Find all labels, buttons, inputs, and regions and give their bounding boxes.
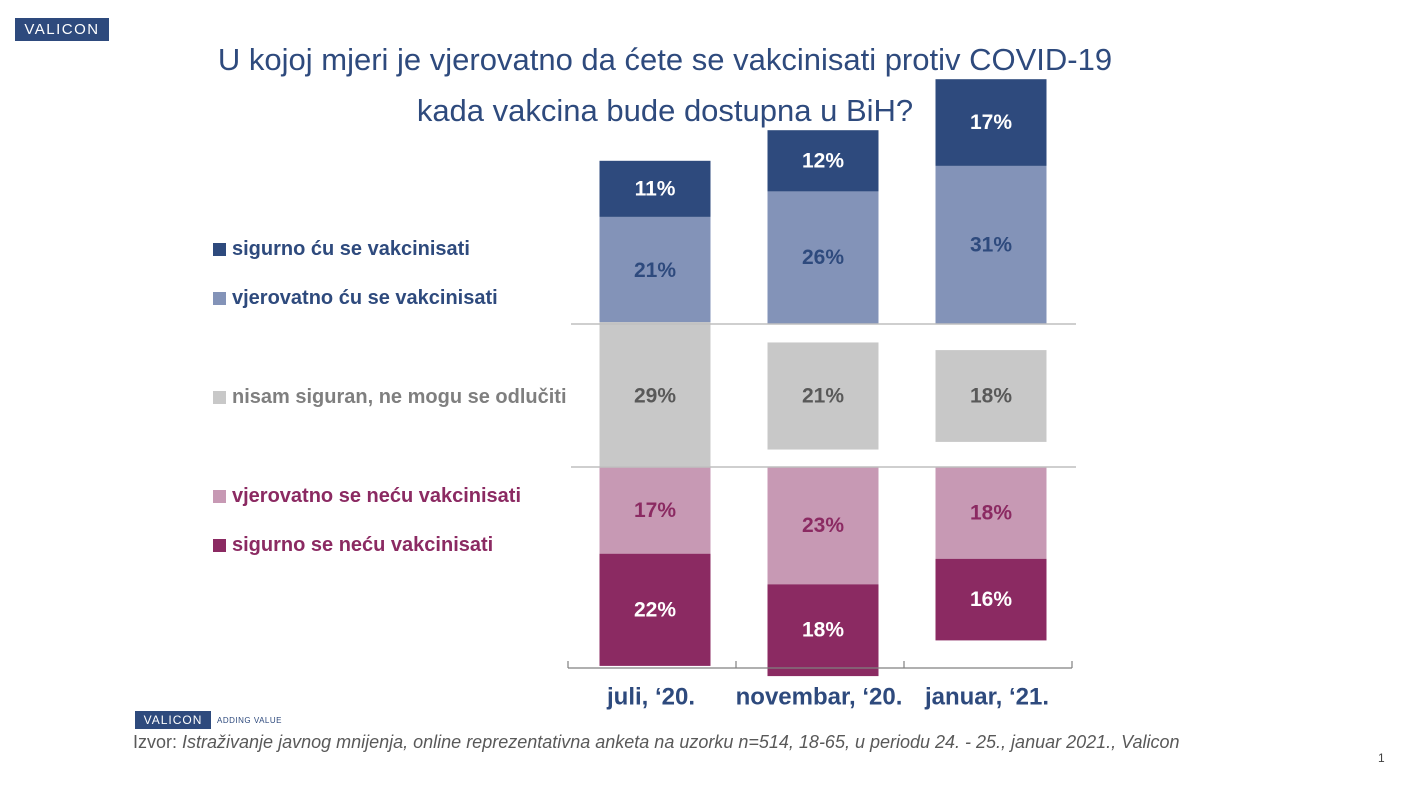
bar-sigurno-cu-0 [599, 160, 711, 217]
legend-item-nisam-siguran: nisam siguran, ne mogu se odlučiti [213, 386, 567, 409]
source-note: Izvor: Istraživanje javnog mnijenja, onl… [133, 732, 1180, 753]
data-label-vjerovatno-cu-1: 26% [802, 246, 844, 269]
title-line-1: U kojoj mjeri je vjerovatno da ćete se v… [217, 42, 1113, 77]
valicon-logo: VALICON [15, 18, 109, 41]
data-label-vjerovatno-necu-0: 17% [634, 499, 676, 522]
bar-sigurno-cu-1 [767, 130, 879, 192]
legend-swatch-vjerovatno-cu [213, 292, 226, 305]
data-label-nisam-siguran-1: 21% [802, 385, 844, 408]
data-label-sigurno-cu-2: 17% [970, 111, 1012, 134]
legend-label-vjerovatno-cu: vjerovatno ću se vakcinisati [232, 287, 498, 309]
bar-nisam-siguran-0 [599, 322, 711, 470]
bar-sigurno-necu-0 [599, 553, 711, 666]
legend-item-sigurno-necu: sigurno se neću vakcinisati [213, 534, 493, 557]
legend-swatch-nisam-siguran [213, 391, 226, 404]
legend-swatch-sigurno-cu [213, 243, 226, 256]
bar-sigurno-necu-2 [935, 558, 1047, 641]
legend-item-vjerovatno-cu: vjerovatno ću se vakcinisati [213, 287, 498, 310]
footer-tagline: ADDING VALUE [217, 715, 282, 725]
legend-label-vjerovatno-necu: vjerovatno se neću vakcinisati [232, 485, 522, 507]
category-label-2: januar, ‘21. [924, 684, 1049, 711]
chart-title: U kojoj mjeri je vjerovatno da ćete se v… [140, 34, 1190, 136]
bar-vjerovatno-cu-0 [599, 216, 711, 324]
bar-vjerovatno-necu-0 [599, 467, 711, 554]
bar-vjerovatno-necu-1 [767, 467, 879, 585]
bar-nisam-siguran-2 [935, 350, 1047, 442]
data-label-nisam-siguran-0: 29% [634, 385, 676, 408]
data-label-vjerovatno-cu-2: 31% [970, 233, 1012, 256]
data-label-sigurno-necu-0: 22% [634, 598, 676, 621]
legend-item-vjerovatno-necu: vjerovatno se neću vakcinisati [213, 485, 521, 508]
data-label-sigurno-cu-1: 12% [802, 149, 844, 172]
data-label-nisam-siguran-2: 18% [970, 385, 1012, 408]
bar-vjerovatno-cu-1 [767, 191, 879, 324]
legend-label-sigurno-necu: sigurno se neću vakcinisati [232, 534, 494, 556]
data-label-sigurno-necu-1: 18% [802, 619, 844, 642]
title-line-2: kada vakcina bude dostupna u BiH? [416, 93, 914, 128]
data-label-vjerovatno-necu-1: 23% [802, 514, 844, 537]
legend-swatch-vjerovatno-necu [213, 490, 226, 503]
data-label-vjerovatno-cu-0: 21% [634, 259, 676, 282]
bar-sigurno-cu-2 [935, 79, 1047, 166]
bar-vjerovatno-cu-2 [935, 165, 1047, 324]
page-number: 1 [1378, 751, 1385, 765]
footer-logo: VALICON ADDING VALUE [135, 711, 282, 729]
bar-nisam-siguran-1 [767, 342, 879, 450]
data-label-vjerovatno-necu-2: 18% [970, 501, 1012, 524]
legend-swatch-sigurno-necu [213, 539, 226, 552]
data-label-sigurno-cu-0: 11% [635, 177, 676, 200]
source-prefix: Izvor: [133, 732, 178, 752]
source-text: Istraživanje javnog mnijenja, online rep… [182, 732, 1180, 752]
data-label-sigurno-necu-2: 16% [970, 588, 1012, 611]
legend-label-sigurno-cu: sigurno ću se vakcinisati [232, 238, 470, 260]
footer-logo-box: VALICON [135, 711, 211, 729]
bar-vjerovatno-necu-2 [935, 467, 1047, 559]
bar-sigurno-necu-1 [767, 584, 879, 677]
legend-item-sigurno-cu: sigurno ću se vakcinisati [213, 238, 470, 261]
category-label-1: novembar, ‘20. [736, 684, 903, 711]
category-label-0: juli, ‘20. [606, 684, 695, 711]
legend-label-nisam-siguran: nisam siguran, ne mogu se odlučiti [232, 386, 567, 408]
